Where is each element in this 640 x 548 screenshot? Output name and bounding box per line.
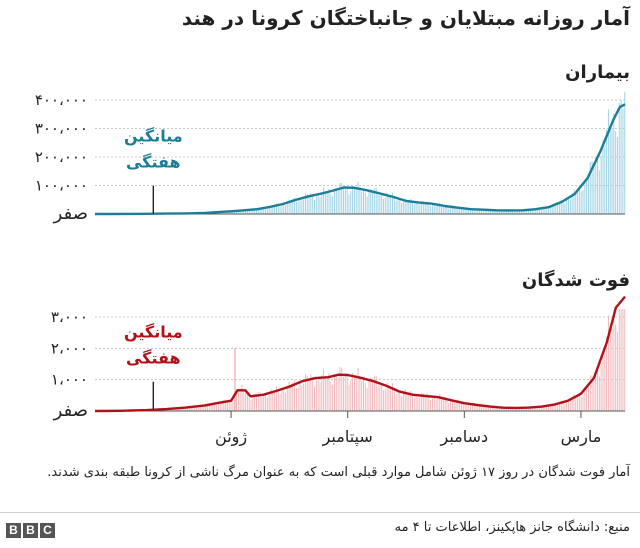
source-text: منبع: دانشگاه جانز هاپکینز، اطلاعات تا ۴… xyxy=(394,520,630,535)
y-tick-label: ۳۰۰،۰۰۰ xyxy=(35,120,88,138)
y-tick-label: ۱۰۰،۰۰۰ xyxy=(35,177,88,195)
y-tick-label: ۲۰۰،۰۰۰ xyxy=(35,148,88,166)
footer-divider xyxy=(0,512,640,513)
annotation-label: هفتگی xyxy=(126,153,181,172)
annotation-label: میانگین xyxy=(124,127,183,146)
x-tick-label: سپتامبر xyxy=(322,427,373,447)
deaths-panel-title: فوت شدگان xyxy=(521,270,630,291)
logo-letter: B xyxy=(23,523,38,538)
chart-title: آمار روزانه مبتلایان و جانباختگان کرونا … xyxy=(181,6,630,30)
annotation-label: هفتگی xyxy=(126,349,181,368)
logo-letter: C xyxy=(40,523,55,538)
x-tick-label: دسامبر xyxy=(439,427,488,447)
weekly-average-line xyxy=(95,103,626,216)
logo-letter: B xyxy=(6,523,21,538)
annotation-label: میانگین xyxy=(124,323,183,342)
x-tick-label: ژوئن xyxy=(215,427,247,447)
footnote: آمار فوت شدگان در روز ۱۷ ژوئن شامل موارد… xyxy=(47,465,630,480)
y-tick-label: صفر xyxy=(53,400,88,421)
y-tick-label: ۱،۰۰۰ xyxy=(51,371,88,389)
bbc-logo: B B C xyxy=(6,523,55,538)
cases-panel-title: بیماران xyxy=(565,62,630,83)
y-tick-label: ۳،۰۰۰ xyxy=(51,308,88,326)
x-tick-label: مارس xyxy=(561,427,602,447)
y-tick-label: صفر xyxy=(53,203,88,224)
chart-canvas: صفر ۱۰۰،۰۰۰ ۲۰۰،۰۰۰ ۳۰۰،۰۰۰ ۴۰۰،۰۰۰ میانگین هف… xyxy=(35,91,626,447)
y-tick-label: ۴۰۰،۰۰۰ xyxy=(35,91,88,109)
weekly-average-line xyxy=(94,295,626,413)
y-tick-label: ۲،۰۰۰ xyxy=(51,339,88,357)
